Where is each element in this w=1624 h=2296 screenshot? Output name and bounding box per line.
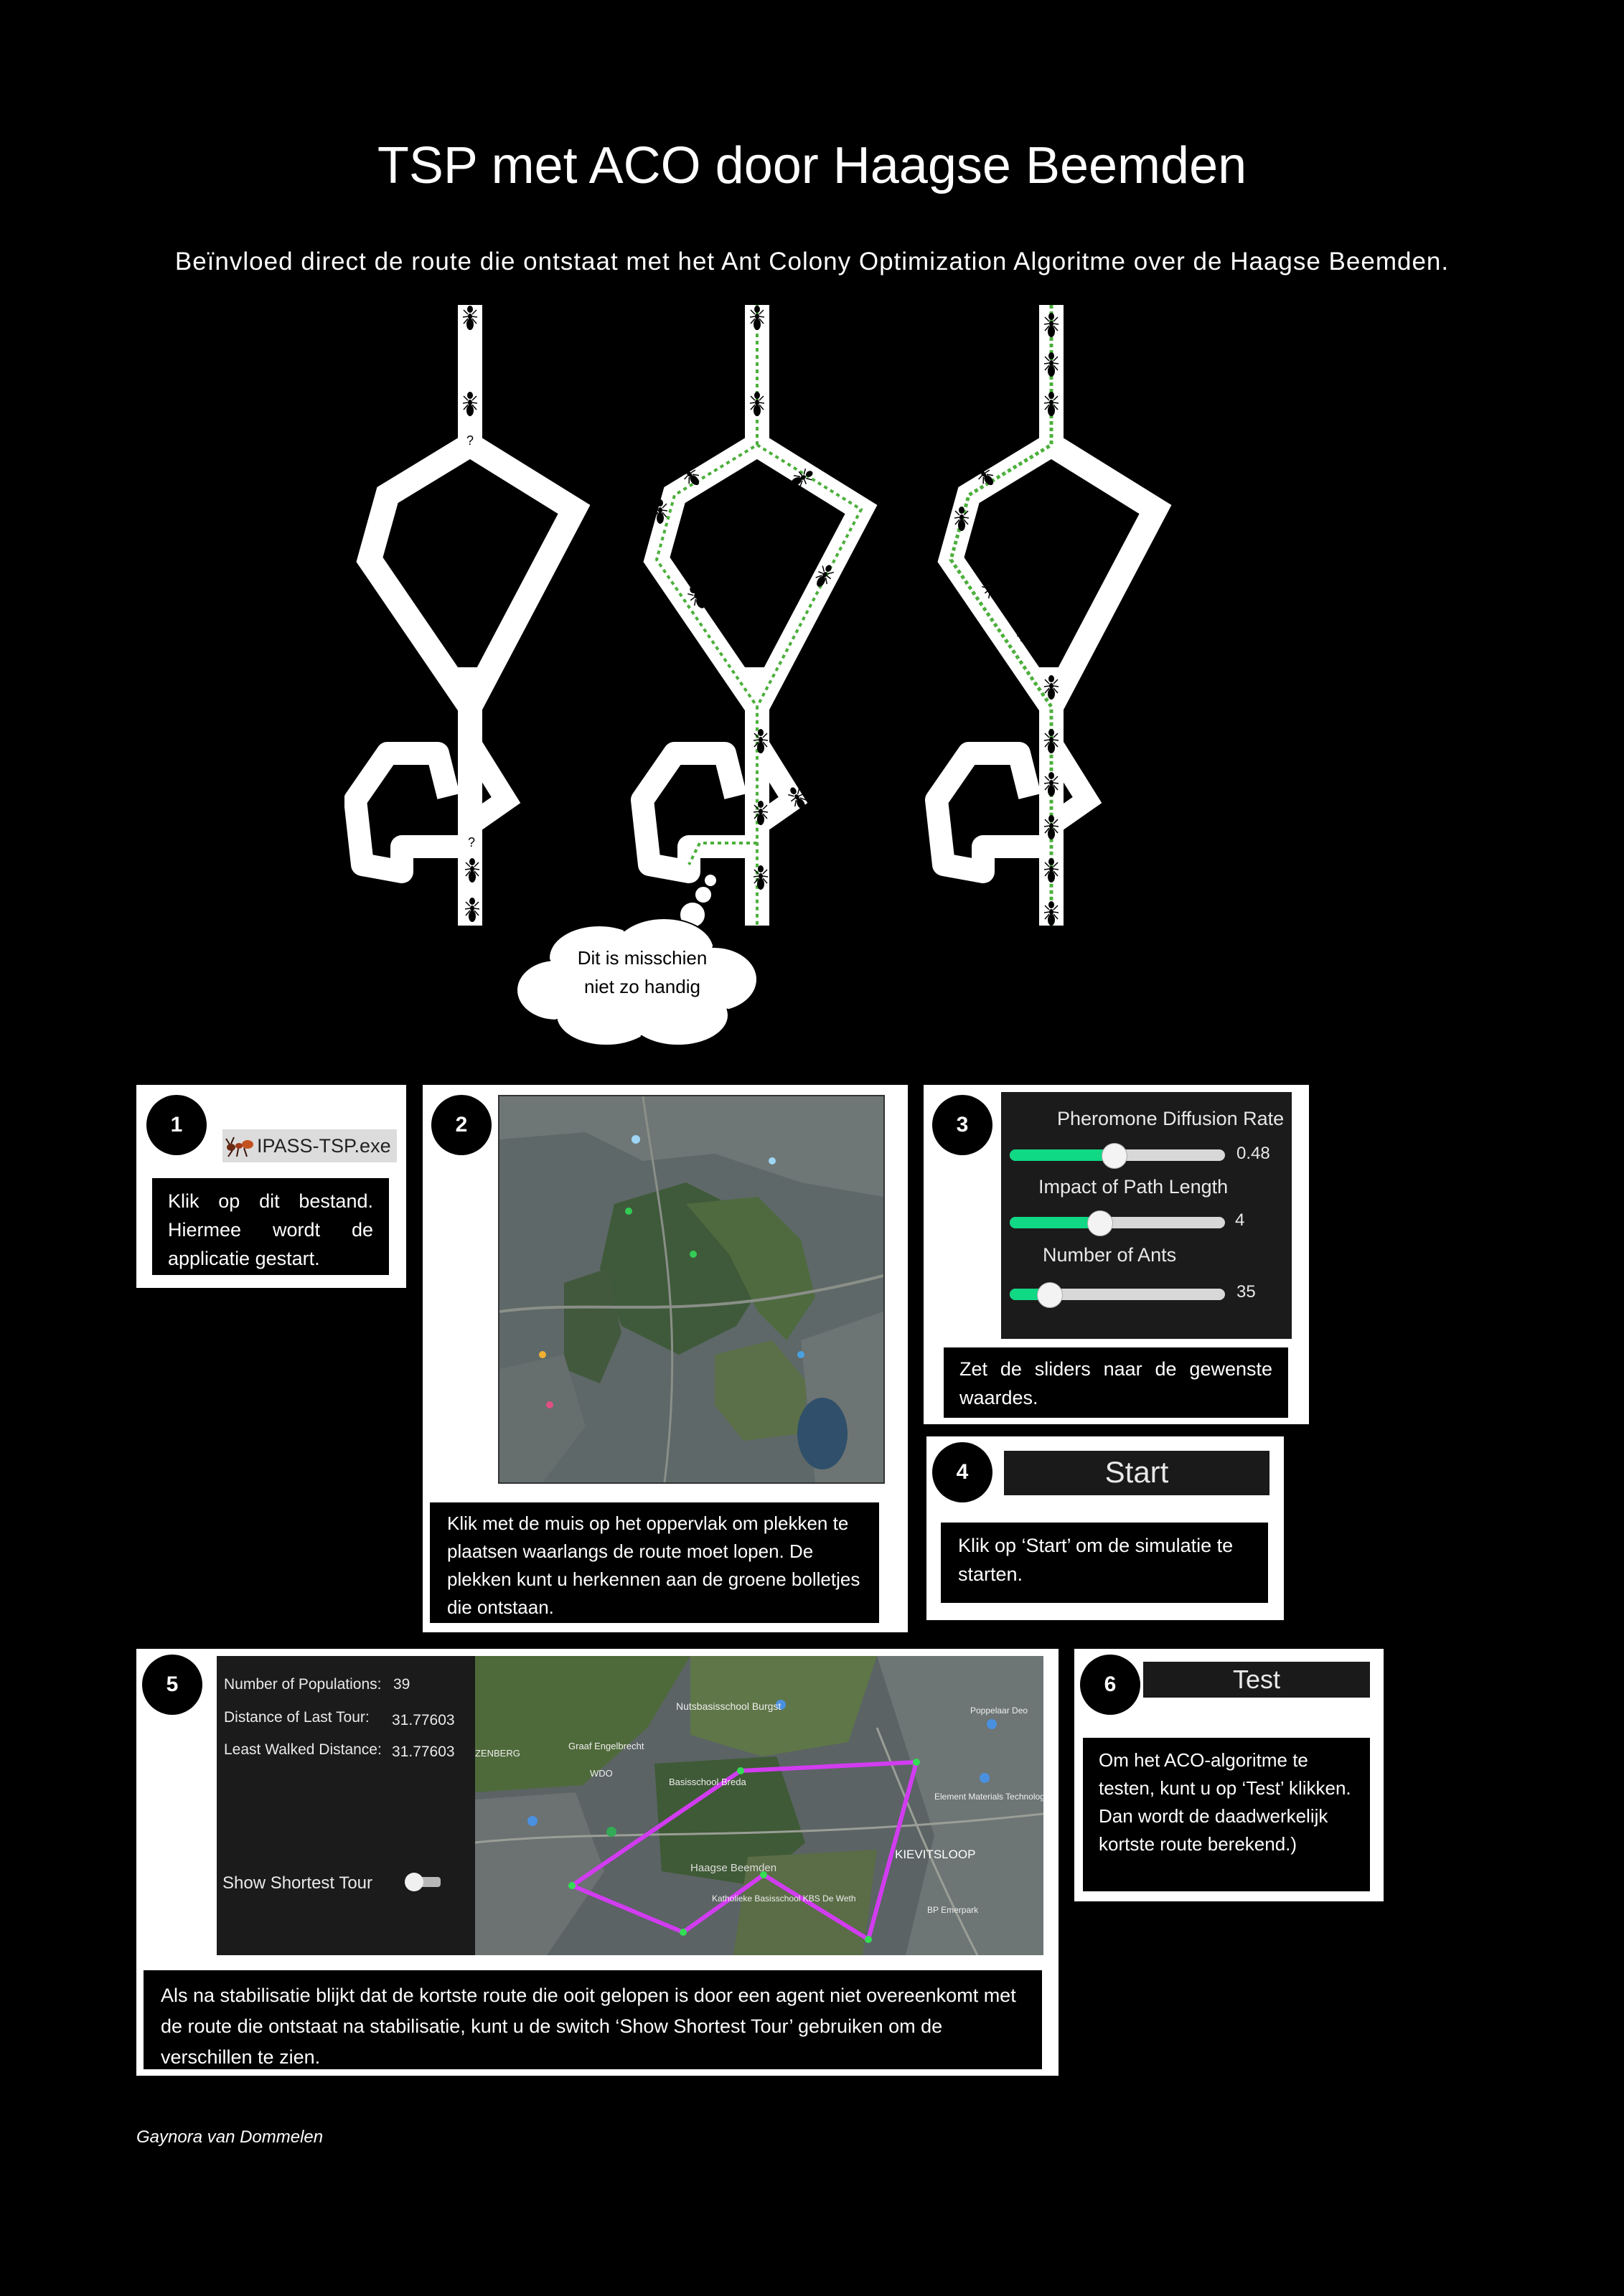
step-1-number: 1	[146, 1095, 207, 1155]
map-haagse-beemden[interactable]	[498, 1095, 885, 1484]
map-label-engelbrecht: Graaf Engelbrecht	[568, 1741, 644, 1751]
thought-bubble-text: Dit is misschien niet zo handig	[524, 944, 761, 1001]
slider-panel: Pheromone Diffusion Rate 0.48 Impact of …	[1001, 1092, 1292, 1339]
step-2-panel: 2 Klik met de muis op het oppervlak om p…	[423, 1085, 908, 1632]
switch-knob	[405, 1873, 423, 1891]
step-1-caption: Klik op dit bestand. Hiermee wordt de ap…	[152, 1178, 389, 1275]
test-button[interactable]: Test	[1143, 1662, 1370, 1698]
step-2-caption: Klik met de muis op het oppervlak om ple…	[430, 1502, 879, 1623]
slider-3-value: 35	[1236, 1282, 1256, 1302]
step-6-panel: 6 Test Om het ACO-algoritme te testen, k…	[1074, 1649, 1384, 1901]
map-label-wdo: WDO	[590, 1768, 613, 1779]
svg-text:?: ?	[466, 433, 474, 448]
step-6-number: 6	[1080, 1655, 1140, 1715]
diagram-3	[937, 305, 1155, 926]
step-4-caption: Klik op ‘Start’ om de simulatie te start…	[941, 1523, 1268, 1603]
path-length-slider-knob[interactable]	[1087, 1210, 1113, 1236]
step-4-number: 4	[932, 1442, 992, 1502]
step-6-caption: Om het ACO-algoritme te testen, kunt u o…	[1083, 1738, 1370, 1891]
stats-panel: Number of Populations: 39 Distance of La…	[217, 1656, 475, 1955]
author: Gaynora van Dommelen	[136, 2127, 324, 2147]
diagram-1: ? ?	[355, 305, 574, 926]
map-label-zenberg: ZENBERG	[475, 1748, 520, 1759]
map-label-kievitsloop: KIEVITSLOOP	[895, 1848, 975, 1861]
ant-file-icon	[225, 1137, 253, 1157]
distance-label: Distance of Last Tour:	[224, 1709, 370, 1726]
step-2-number: 2	[431, 1095, 492, 1155]
map-label-breda: Basisschool Breda	[669, 1777, 746, 1787]
toggle-label: Show Shortest Tour	[222, 1873, 373, 1893]
map-label-bp: BP Emerpark	[927, 1905, 979, 1915]
show-shortest-tour-switch[interactable]	[405, 1873, 441, 1891]
path-length-slider[interactable]	[1010, 1210, 1225, 1236]
diagram-2	[642, 305, 861, 926]
route-map[interactable]: Nutsbasisschool Burgst Graaf Engelbrecht…	[475, 1656, 1043, 1955]
step-3-number: 3	[932, 1095, 992, 1155]
exe-file-label: IPASS-TSP.exe	[257, 1134, 391, 1157]
ants-slider-knob[interactable]	[1037, 1282, 1063, 1308]
least-label: Least Walked Distance:	[224, 1741, 382, 1758]
slider-2-label: Impact of Path Length	[1038, 1176, 1229, 1198]
exe-file[interactable]: IPASS-TSP.exe	[222, 1129, 397, 1162]
svg-text:?: ?	[468, 835, 475, 850]
ant-path-illustration: ? ?	[344, 294, 1277, 1055]
distance-value: 31.77603	[392, 1712, 455, 1728]
ants-slider[interactable]	[1010, 1282, 1225, 1308]
page-subtitle: Beïnvloed direct de route die ontstaat m…	[174, 248, 1450, 276]
start-button[interactable]: Start	[1004, 1451, 1269, 1495]
map-label-element: Element Materials Technology	[934, 1792, 1043, 1802]
step-5-number: 5	[142, 1655, 202, 1715]
step-3-caption: Zet de sliders naar de gewenste waardes.	[944, 1347, 1288, 1418]
map-label-burgst: Nutsbasisschool Burgst	[676, 1700, 781, 1712]
map-label-kbs: Katholieke Basisschool KBS De Weth	[712, 1893, 856, 1904]
least-value: 31.77603	[392, 1744, 455, 1760]
step-5-panel: 5 Number of Populations: 39 Distance of …	[136, 1649, 1059, 2076]
step-3-panel: 3 Pheromone Diffusion Rate 0.48 Impact o…	[924, 1085, 1309, 1424]
step-1-panel: 1 IPASS-TSP.exe Klik op dit bestand. Hie…	[136, 1085, 406, 1288]
page-title: TSP met ACO door Haagse Beemden	[377, 137, 1247, 194]
path-length-slider-fill	[1010, 1217, 1099, 1228]
pheromone-slider[interactable]	[1010, 1143, 1225, 1169]
slider-2-value: 4	[1235, 1210, 1245, 1230]
slider-1-label: Pheromone Diffusion Rate	[1057, 1108, 1285, 1129]
thought-bubble	[516, 873, 758, 1046]
thought-line-1: Dit is misschien	[577, 947, 708, 969]
populations-label: Number of Populations:	[224, 1676, 382, 1693]
pheromone-slider-knob[interactable]	[1102, 1143, 1127, 1169]
populations-value: 39	[393, 1676, 410, 1693]
map-label-poppelaar: Poppelaar Deo	[970, 1705, 1028, 1716]
step-5-caption: Als na stabilisatie blijkt dat de kortst…	[144, 1970, 1042, 2069]
map-label-beemden: Haagse Beemden	[690, 1862, 776, 1874]
pheromone-slider-fill	[1010, 1149, 1114, 1161]
thought-line-2: niet zo handig	[584, 976, 700, 997]
slider-1-value: 0.48	[1236, 1144, 1270, 1163]
slider-3-label: Number of Ants	[1043, 1244, 1177, 1266]
step-4-panel: 4 Start Klik op ‘Start’ om de simulatie …	[926, 1436, 1284, 1620]
